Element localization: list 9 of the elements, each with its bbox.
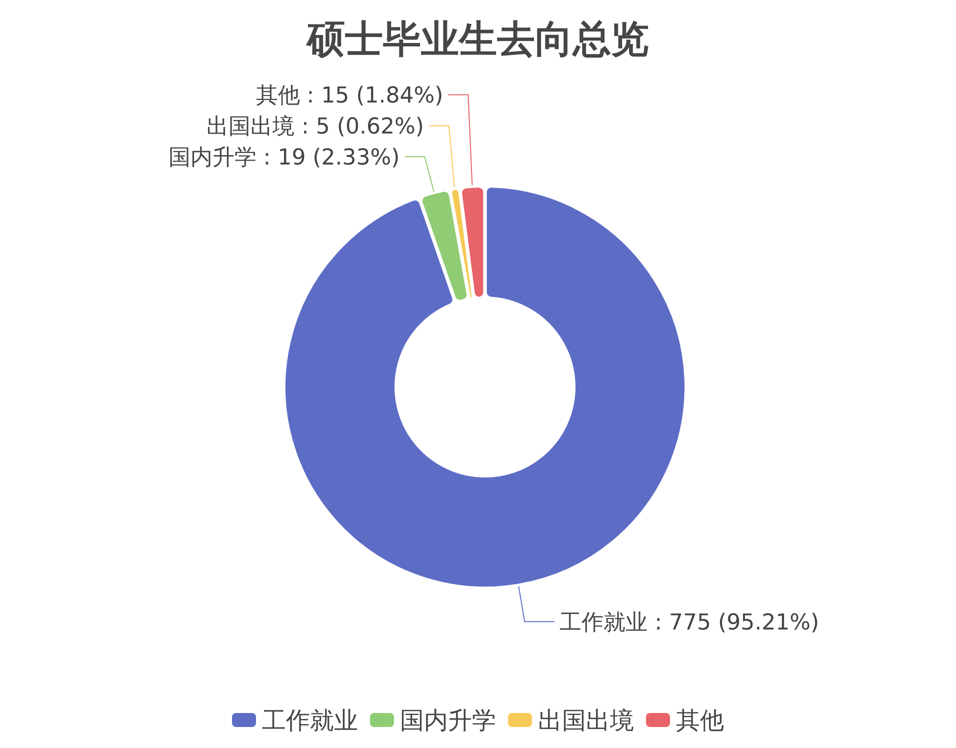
chart-title: 硕士毕业生去向总览 — [305, 17, 649, 61]
category-label: 出国出境 : 5 (0.62%) — [206, 114, 424, 140]
legend-label: 工作就业 — [262, 706, 358, 734]
legend-label: 国内升学 — [400, 706, 496, 734]
legend-label: 其他 — [676, 706, 724, 734]
category-label: 国内升学 : 19 (2.33%) — [168, 145, 400, 170]
category-label: 其他 : 15 (1.84%) — [256, 83, 444, 108]
legend-label: 出国出境 — [538, 706, 634, 734]
category-label: 工作就业 : 775 (95.21%) — [560, 610, 820, 636]
